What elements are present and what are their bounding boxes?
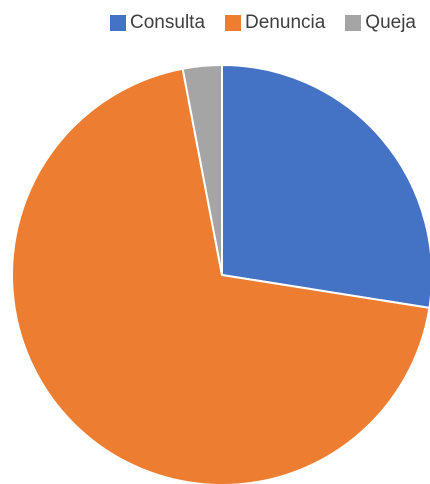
- pie-slice-queja: [181, 63, 223, 276]
- legend-label-denuncia: Denuncia: [245, 12, 326, 33]
- legend-swatch-queja: [345, 15, 362, 31]
- legend-label-consulta: Consulta: [130, 12, 206, 33]
- legend-swatch-consulta: [110, 15, 127, 31]
- legend-item-consulta: Consulta: [110, 12, 205, 34]
- legend-label-queja: Queja: [365, 12, 416, 33]
- pie-slice-consulta: [221, 63, 430, 309]
- legend-item-denuncia: Denuncia: [225, 12, 325, 34]
- chart-legend: Consulta Denuncia Queja: [110, 12, 416, 34]
- pie-slice-denuncia: [11, 67, 430, 484]
- legend-item-queja: Queja: [345, 12, 416, 34]
- legend-swatch-denuncia: [225, 15, 242, 31]
